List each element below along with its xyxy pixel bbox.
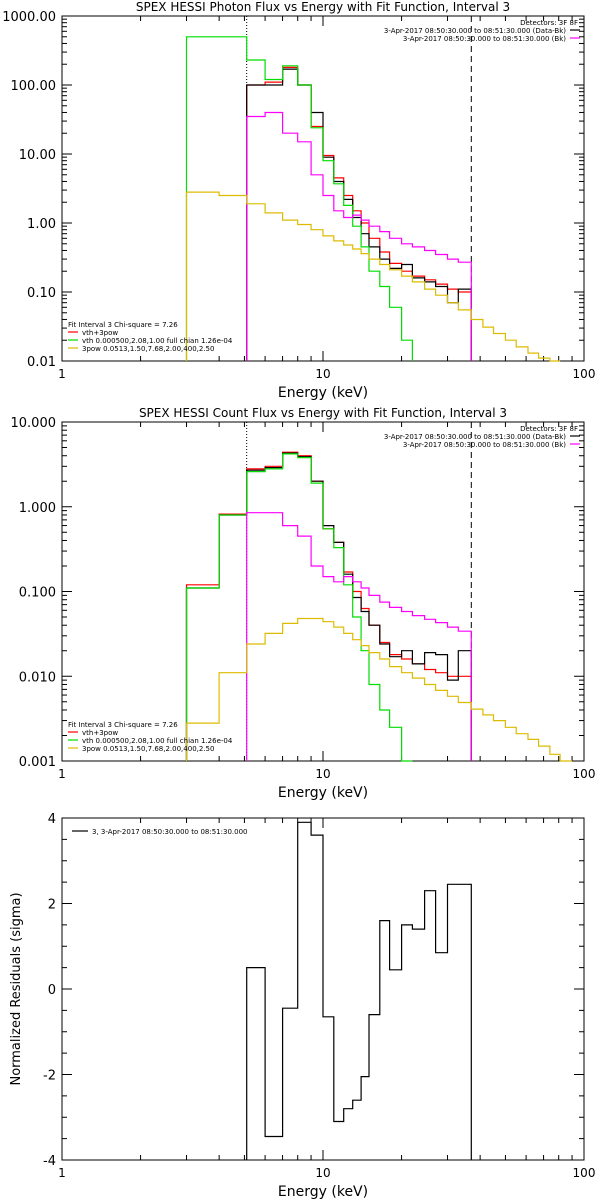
legend-header: Detectors: 3F 8F: [520, 19, 578, 27]
y-tick-label: -4: [43, 1154, 56, 1169]
legend-entry: vth 0.000500,2.08,1.00 full chian 1.26e-…: [82, 737, 233, 745]
y-tick-label: 1000.00: [2, 10, 56, 25]
x-axis-label: Energy (keV): [278, 785, 368, 801]
legend-entry: 3pow 0.0513,1.50,7.68,2.00,400,2.50: [82, 745, 214, 753]
x-tick-label: 100: [573, 1166, 596, 1180]
legend-entry: 3, 3-Apr-2017 08:50:30.000 to 08:51:30.0…: [92, 828, 247, 836]
y-tick-label: 4: [48, 812, 56, 827]
y-tick-label: 0.10: [27, 286, 56, 301]
y-tick-label: 0.010: [19, 670, 56, 685]
legend-entry: 3-Apr-2017 08:50:30.000 to 08:51:30.000 …: [403, 35, 566, 43]
series-3pow: [185, 617, 573, 762]
legend-entry: 3-Apr-2017 08:50:30.000 to 08:51:30.000 …: [384, 27, 566, 35]
y-tick-label: 10.00: [19, 148, 56, 163]
x-tick-label: 1: [58, 767, 66, 781]
y-tick-label: 0: [48, 983, 56, 998]
legend-entry: vth+3pow: [82, 329, 118, 337]
plot-frame: [61, 421, 585, 762]
series-vth-3pow: [185, 451, 472, 761]
y-tick-label: 0.01: [27, 355, 56, 370]
y-tick-label: 1.00: [27, 217, 56, 232]
y-tick-label: 100.00: [11, 79, 57, 94]
legend-entry: 3pow 0.0513,1.50,7.68,2.00,400,2.50: [82, 345, 214, 353]
legend-header: Fit Interval 3 Chi-square = 7.26: [68, 321, 178, 329]
chart-title: SPEX HESSI Photon Flux vs Energy with Fi…: [136, 0, 510, 14]
x-tick-label: 100: [573, 767, 596, 781]
chart-title: SPEX HESSI Count Flux vs Energy with Fit…: [139, 406, 507, 420]
x-axis-label: Energy (keV): [278, 385, 368, 401]
series-3pow: [185, 191, 561, 362]
legend-header: Detectors: 3F 8F: [520, 425, 578, 433]
series-vth-3pow: [246, 66, 472, 361]
series-data-bk: [185, 452, 472, 761]
y-tick-label: -2: [43, 1069, 56, 1084]
legend-entry: 3-Apr-2017 08:50:30.000 to 08:51:30.000 …: [403, 441, 566, 449]
legend-entry: vth+3pow: [82, 729, 118, 737]
legend-entry: 3-Apr-2017 08:50:30.000 to 08:51:30.000 …: [384, 433, 566, 441]
series-vth: [185, 36, 413, 361]
y-tick-label: 0.100: [19, 586, 56, 601]
x-tick-label: 10: [315, 1166, 330, 1180]
x-tick-label: 100: [573, 367, 596, 381]
x-tick-label: 10: [315, 367, 330, 381]
x-tick-label: 1: [58, 1166, 66, 1180]
y-tick-label: 2: [48, 898, 56, 913]
series-bk: [246, 512, 472, 761]
series-vth: [185, 453, 413, 762]
series-bk: [246, 111, 472, 361]
x-tick-label: 10: [315, 767, 330, 781]
y-axis-label: Normalized Residuals (sigma): [9, 892, 24, 1085]
x-axis-label: Energy (keV): [278, 1184, 368, 1200]
series-3-3-apr-2017-08-50-30-000-to-08-51-30-000: [246, 821, 472, 1160]
x-tick-label: 1: [58, 367, 66, 381]
legend-entry: vth 0.000500,2.08,1.00 full chian 1.26e-…: [82, 337, 233, 345]
y-tick-label: 10.000: [11, 416, 57, 431]
y-tick-label: 0.001: [19, 755, 56, 770]
legend-header: Fit Interval 3 Chi-square = 7.26: [68, 721, 178, 729]
y-tick-label: 1.000: [19, 501, 56, 516]
